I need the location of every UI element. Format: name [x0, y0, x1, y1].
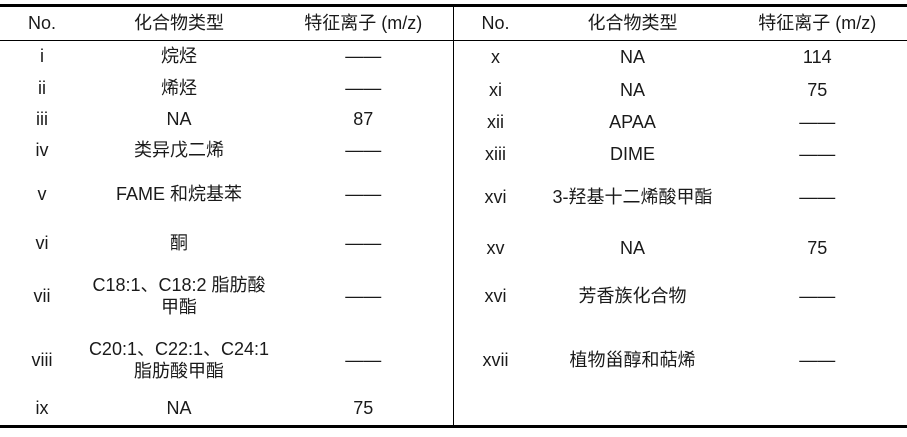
col-header-compound-type: 化合物类型 [134, 12, 224, 33]
cell-ion: —— [799, 286, 836, 307]
cell-compound-type: 3-羟基十二烯酸甲酯 [552, 187, 713, 208]
cell-ion: 75 [353, 398, 374, 419]
cell-compound-type: NA [166, 398, 192, 419]
cell-no: iii [36, 109, 48, 130]
col-header-no: No. [481, 12, 510, 33]
cell-compound-type: 烷烃 [161, 46, 197, 67]
cell-no: xiii [485, 144, 506, 165]
table-row: xvii 植物甾醇和萜烯 —— [454, 321, 907, 425]
cell-no: xii [487, 112, 504, 133]
cell-compound-type: 芳香族化合物 [578, 286, 687, 307]
cell-compound-type: 酮 [170, 233, 188, 254]
cell-compound-type: NA [619, 47, 645, 68]
cell-ion: —— [345, 233, 382, 254]
table-row: xii APAA —— [454, 107, 907, 139]
cell-ion: —— [345, 350, 382, 371]
cell-ion: —— [345, 184, 382, 205]
cell-compound-type: 烯烃 [161, 78, 197, 99]
table-row: ix NA 75 [0, 393, 453, 425]
cell-no: iv [35, 140, 49, 161]
cell-ion: 114 [802, 47, 832, 68]
cell-ion: —— [345, 78, 382, 99]
table-row: x NA 114 [454, 41, 907, 75]
cell-compound-type: NA [619, 80, 645, 101]
cell-no: i [40, 46, 44, 67]
cell-ion: —— [345, 140, 382, 161]
col-header-ion: 特征离子 (m/z) [758, 12, 877, 33]
cell-compound-type: NA [166, 109, 192, 130]
cell-no: vi [35, 233, 49, 254]
cell-ion: —— [345, 46, 382, 67]
cell-compound-type: C20:1、C22:1、C24:1 脂肪酸甲酯 [88, 339, 270, 381]
cell-compound-type: 植物甾醇和萜烯 [569, 350, 696, 371]
cell-no: xvi [484, 286, 507, 307]
cell-ion: —— [799, 144, 836, 165]
cell-no: viii [31, 350, 53, 371]
col-header-ion: 特征离子 (m/z) [304, 12, 423, 33]
cell-compound-type: C18:1、C18:2 脂肪酸 甲酯 [92, 275, 266, 317]
table-row: vii C18:1、C18:2 脂肪酸 甲酯 —— [0, 265, 453, 329]
cell-no: xv [486, 238, 505, 259]
cell-ion: 75 [807, 80, 828, 101]
cell-ion: —— [799, 187, 836, 208]
cell-no: xvii [482, 350, 509, 371]
table-row: i 烷烃 —— [0, 41, 453, 73]
table-row: v FAME 和烷基苯 —— [0, 167, 453, 223]
compound-ion-table: No. 化合物类型 特征离子 (m/z) i 烷烃 —— ii 烯烃 —— ii… [0, 4, 907, 428]
table-row: xvi 3-羟基十二烯酸甲酯 —— [454, 171, 907, 225]
table-row: ii 烯烃 —— [0, 73, 453, 105]
table-row: iii NA 87 [0, 105, 453, 135]
table-row: viii C20:1、C22:1、C24:1 脂肪酸甲酯 —— [0, 329, 453, 393]
table-row: xiii DIME —— [454, 139, 907, 171]
cell-compound-type: APAA [609, 112, 656, 133]
cell-no: ix [35, 398, 49, 419]
cell-compound-type: 类异戊二烯 [134, 140, 224, 161]
table-row: xvi 芳香族化合物 —— [454, 273, 907, 321]
table-row: xi NA 75 [454, 75, 907, 107]
table-row: vi 酮 —— [0, 223, 453, 265]
cell-no: x [491, 47, 500, 68]
cell-compound-type: FAME 和烷基苯 [115, 184, 242, 205]
table-left-half: No. 化合物类型 特征离子 (m/z) i 烷烃 —— ii 烯烃 —— ii… [0, 7, 454, 425]
table-header-row-left: No. 化合物类型 特征离子 (m/z) [0, 7, 453, 41]
cell-ion: —— [799, 350, 836, 371]
cell-no: ii [38, 78, 46, 99]
cell-no: xi [489, 80, 502, 101]
cell-ion: —— [799, 112, 836, 133]
cell-ion: 87 [353, 109, 374, 130]
table-row: xv NA 75 [454, 225, 907, 273]
cell-ion: —— [345, 286, 382, 307]
cell-compound-type: NA [619, 238, 645, 259]
cell-no: vii [33, 286, 51, 307]
col-header-no: No. [27, 12, 56, 33]
cell-no: xvi [484, 187, 507, 208]
table-right-half: No. 化合物类型 特征离子 (m/z) x NA 114 xi NA 75 x… [453, 7, 907, 425]
cell-ion: 75 [807, 238, 828, 259]
cell-compound-type: DIME [610, 144, 655, 165]
col-header-compound-type: 化合物类型 [587, 12, 678, 33]
table-row: iv 类异戊二烯 —— [0, 135, 453, 167]
table-header-row-right: No. 化合物类型 特征离子 (m/z) [453, 7, 907, 41]
cell-no: v [37, 184, 47, 205]
